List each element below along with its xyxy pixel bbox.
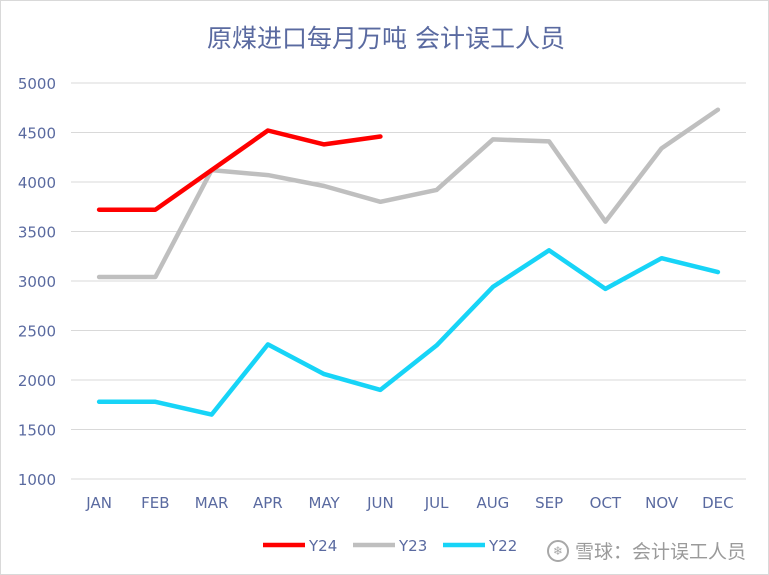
data-point-y23 [153,275,157,279]
x-tick-label: APR [253,494,283,512]
data-point-y23 [435,188,439,192]
legend-label-y23: Y23 [398,537,427,555]
data-point-y22 [491,285,495,289]
grid-lines [71,82,746,480]
y-axis-ticks: 1000 1500 2000 2500 3000 3500 4000 4500 5000 [18,75,56,489]
chart-title: 原煤进口每月万吨 会计误工人员 [207,24,565,53]
snowball-logo-icon: ❄ [546,539,569,562]
x-tick-label: DEC [702,494,734,512]
x-tick-label: JAN [85,494,112,512]
data-point-y22 [322,372,326,376]
series-line-y23 [96,107,721,280]
y-tick-label: 1500 [18,422,56,440]
data-point-y23 [603,220,607,224]
x-tick-label: JUL [424,494,449,512]
data-point-y24 [210,168,214,172]
data-point-y22 [660,256,664,260]
data-point-y23 [660,146,664,150]
x-tick-label: MAY [309,494,341,512]
x-tick-label: JUN [366,494,394,512]
x-tick-label: OCT [590,494,622,512]
data-point-y23 [266,173,270,177]
x-tick-label: AUG [476,494,509,512]
data-point-y23 [491,137,495,141]
y-tick-label: 3500 [18,224,56,242]
x-axis-ticks: JAN FEB MAR APR MAY JUN JUL AUG SEP OCT NOV DEC [85,494,733,512]
data-point-y23 [322,184,326,188]
watermark-text: 雪球：会计误工人员 [574,541,746,563]
legend-label-y24: Y24 [308,537,337,555]
legend-label-y22: Y22 [488,537,517,555]
y-tick-label: 1000 [18,471,56,489]
x-tick-label: FEB [141,494,169,512]
y-tick-label: 4000 [18,174,56,192]
y-tick-label: 2000 [18,372,56,390]
data-point-y24 [97,208,101,212]
data-point-y22 [547,248,551,252]
watermark: ❄ 雪球：会计误工人员 [546,537,746,564]
y-tick-label: 4500 [18,125,56,143]
x-tick-label: NOV [645,494,679,512]
data-point-y23 [547,139,551,143]
data-point-y22 [97,400,101,404]
y-tick-label: 5000 [18,75,56,93]
data-point-y23 [716,108,720,112]
series-line-y24 [96,128,383,212]
data-point-y22 [266,342,270,346]
data-point-y24 [153,208,157,212]
data-point-y24 [378,134,382,138]
y-tick-label: 2500 [18,323,56,341]
data-point-y23 [97,275,101,279]
series-lines [96,107,721,417]
x-tick-label: MAR [195,494,229,512]
data-point-y22 [210,413,214,417]
y-tick-label: 3000 [18,273,56,291]
data-point-y22 [716,270,720,274]
data-point-y22 [378,388,382,392]
data-point-y22 [603,287,607,291]
data-point-y23 [378,200,382,204]
data-point-y24 [322,142,326,146]
data-point-y22 [435,343,439,347]
x-tick-label: SEP [535,494,563,512]
data-point-y24 [266,129,270,133]
legend: Y24 Y23 Y22 [263,537,517,555]
data-point-y22 [153,400,157,404]
series-line-y22 [96,248,721,417]
